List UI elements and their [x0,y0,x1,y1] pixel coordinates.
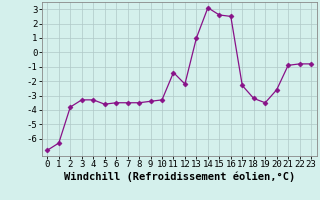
X-axis label: Windchill (Refroidissement éolien,°C): Windchill (Refroidissement éolien,°C) [64,172,295,182]
